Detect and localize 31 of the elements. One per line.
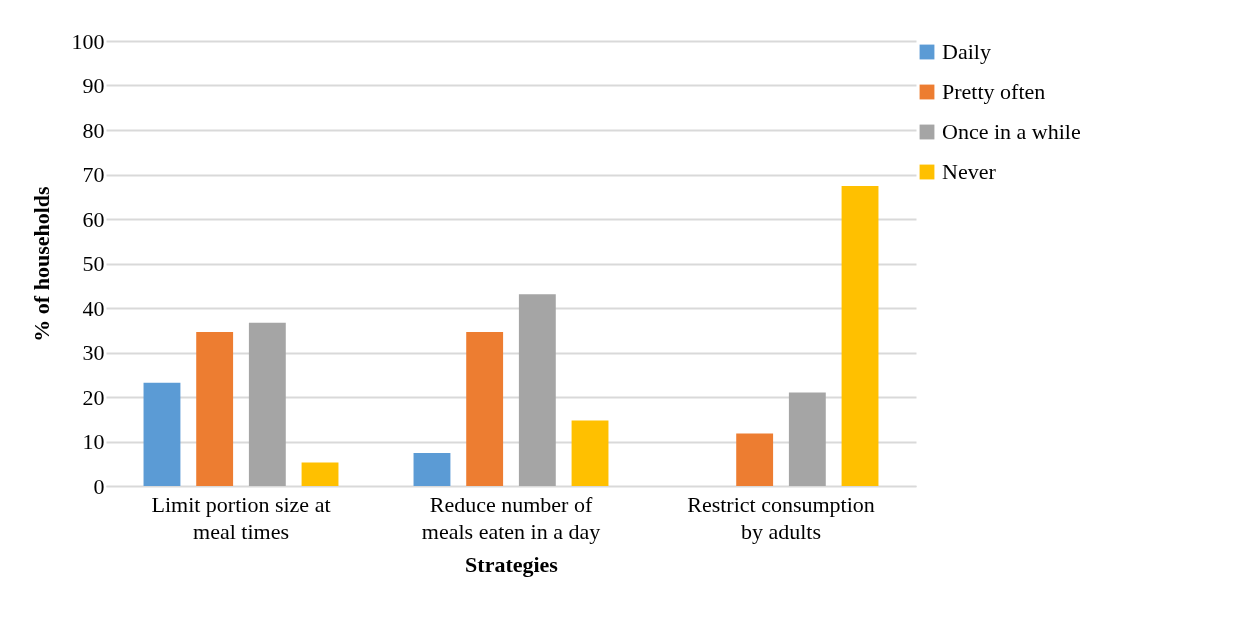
y-tick-label: 80	[82, 117, 105, 143]
x-tick-label: Limit portion size at meal times	[151, 491, 331, 544]
y-tick-label: 70	[82, 162, 105, 187]
y-tick-label: 40	[82, 295, 105, 321]
bar	[196, 332, 234, 486]
y-tick-label: 30	[82, 340, 105, 365]
legend-label: Never	[942, 159, 997, 184]
y-tick-label: 10	[82, 429, 105, 454]
x-axis-title: Strategies	[465, 551, 559, 577]
bar	[518, 294, 556, 486]
y-axis-title: % of households	[28, 185, 54, 342]
legend-label: Pretty often	[942, 79, 1046, 104]
bar	[571, 420, 609, 486]
y-tick-label: 100	[71, 28, 105, 54]
y-tick-label: 90	[82, 73, 105, 98]
x-tick-label: Reduce number of meals eaten in a day	[421, 491, 601, 544]
bar	[301, 462, 339, 486]
y-tick-label: 60	[82, 206, 105, 232]
bar	[466, 332, 504, 486]
bar	[736, 433, 774, 486]
bar	[248, 322, 286, 486]
bar	[413, 453, 451, 486]
y-tick-label: 20	[82, 384, 105, 410]
legend-label: Daily	[942, 39, 991, 64]
x-tick-label: Restrict consumption by adults	[687, 491, 875, 544]
y-tick-label: 50	[82, 251, 105, 276]
legend-label: Once in a while	[942, 119, 1081, 144]
bar	[841, 186, 879, 486]
y-tick-label: 0	[93, 473, 105, 499]
bar	[143, 382, 181, 486]
bar	[788, 392, 826, 486]
